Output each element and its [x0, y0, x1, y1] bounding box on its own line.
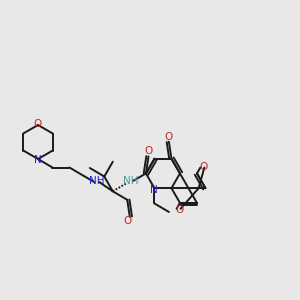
Text: O: O	[34, 119, 42, 129]
Text: N: N	[150, 185, 157, 195]
Text: O: O	[176, 205, 184, 215]
Text: O: O	[165, 132, 173, 142]
Text: NH: NH	[89, 176, 105, 186]
Text: NH: NH	[124, 176, 139, 186]
Text: N: N	[34, 155, 42, 165]
Text: O: O	[124, 216, 132, 226]
Text: O: O	[199, 162, 208, 172]
Text: O: O	[144, 146, 153, 157]
